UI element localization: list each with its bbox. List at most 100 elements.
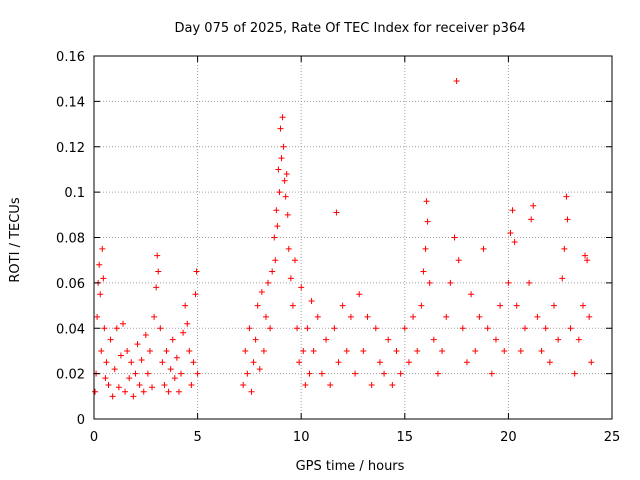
roti-point [122,388,129,395]
roti-point [284,211,291,218]
x-tick-label: 15 [397,430,414,445]
roti-point [434,370,441,377]
y-tick-label: 0.14 [56,95,85,110]
y-axis-label: ROTI / TECUs [8,197,23,282]
roti-point [281,177,288,184]
roti-point [575,336,582,343]
roti-point [149,384,156,391]
grid-lines [94,56,612,419]
roti-point [138,357,145,364]
roti-point [418,302,425,309]
roti-point [92,388,99,395]
roti-point [186,347,193,354]
roti-point [571,370,578,377]
roti-point [505,279,512,286]
axis-ticks [93,55,613,420]
roti-point [242,347,249,354]
roti-point [401,325,408,332]
roti-point [555,336,562,343]
roti-point [343,347,350,354]
roti-point [530,202,537,209]
roti-point [372,325,379,332]
roti-point [132,370,139,377]
roti-point [120,320,127,327]
roti-point [240,381,247,388]
x-tick-label: 5 [193,430,201,445]
y-tick-labels: 0 0.02 0.04 0.06 0.08 0.1 0.12 0.14 0.16 [56,50,85,428]
roti-point [588,359,595,366]
y-tick-label: 0.16 [56,50,85,65]
roti-point [559,275,566,282]
roti-point [422,245,429,252]
roti-point [273,207,280,214]
roti-point [360,347,367,354]
roti-point [517,347,524,354]
roti-point [99,245,106,252]
roti-point [279,114,286,121]
roti-point [248,388,255,395]
roti-point [561,245,568,252]
roti-point [586,313,593,320]
x-axis-label: GPS time / hours [296,459,405,474]
roti-point [244,370,251,377]
roti-point [94,313,101,320]
roti-point [124,347,131,354]
roti-point [275,166,282,173]
roti-point [447,279,454,286]
roti-point [291,257,298,264]
roti-point [507,229,514,236]
roti-point [443,313,450,320]
roti-point [169,336,176,343]
roti-point [178,370,185,377]
roti-point [111,366,118,373]
roti-point [528,216,535,223]
roti-point [161,381,168,388]
roti-point [296,359,303,366]
roti-point [368,381,375,388]
roti-point [472,347,479,354]
roti-point [285,245,292,252]
roti-point [426,279,433,286]
roti-point [103,359,110,366]
roti-point [252,336,259,343]
roti-point [171,375,178,382]
roti-point [480,245,487,252]
x-tick-label: 0 [90,430,98,445]
roti-point [146,347,153,354]
roti-point [140,388,147,395]
roti-point [250,359,257,366]
x-tick-label: 25 [604,430,621,445]
roti-point [564,216,571,223]
roti-point [175,388,182,395]
roti-point [364,313,371,320]
roti-point [105,381,112,388]
roti-point [439,347,446,354]
roti-point [246,325,253,332]
roti-point [331,325,338,332]
roti-point [582,252,589,259]
roti-point [190,359,197,366]
roti-point [327,381,334,388]
roti-point [501,347,508,354]
roti-point [188,381,195,388]
roti-point [579,302,586,309]
y-tick-label: 0.02 [56,368,85,383]
roti-point [314,313,321,320]
roti-point [405,359,412,366]
roti-point [414,347,421,354]
roti-point [180,329,187,336]
roti-point [289,302,296,309]
roti-point [534,313,541,320]
roti-point [318,370,325,377]
roti-point [134,341,141,348]
roti-point [563,193,570,200]
roti-point [459,325,466,332]
roti-point [262,313,269,320]
roti-point [113,325,120,332]
y-tick-label: 0.04 [56,322,85,337]
chart-title: Day 075 of 2025, Rate Of TEC Index for r… [175,21,526,36]
roti-point [260,347,267,354]
roti-point [282,193,289,200]
roti-point [476,313,483,320]
roti-point [107,336,114,343]
